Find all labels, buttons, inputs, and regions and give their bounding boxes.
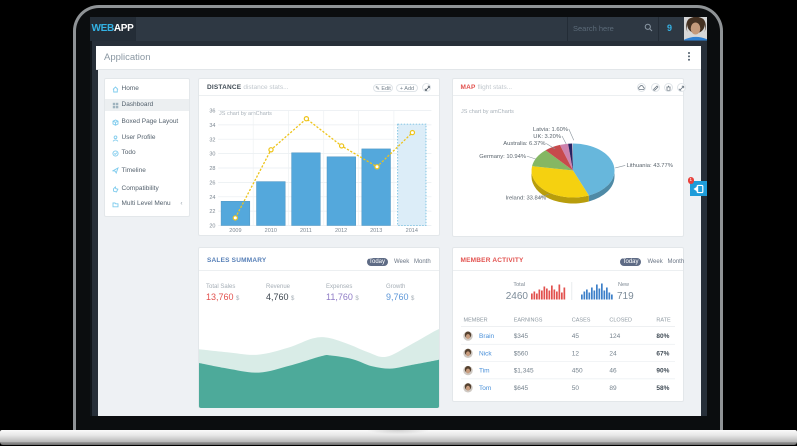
svg-text:22: 22	[209, 209, 215, 215]
svg-text:90%: 90%	[656, 367, 669, 374]
svg-text:45: 45	[571, 333, 579, 340]
svg-text:28: 28	[209, 166, 215, 172]
svg-text:$1,345: $1,345	[513, 367, 533, 374]
svg-text:Tim: Tim	[479, 367, 490, 374]
svg-text:Australia: 6.37%: Australia: 6.37%	[503, 141, 545, 147]
svg-text:Total: Total	[513, 282, 525, 288]
svg-text:Nick: Nick	[479, 350, 492, 357]
svg-text:UK: 3.20%: UK: 3.20%	[533, 133, 561, 139]
svg-text:Brain: Brain	[479, 333, 495, 340]
svg-text:26: 26	[209, 180, 215, 186]
svg-text:2012: 2012	[335, 227, 347, 233]
svg-text:24: 24	[209, 194, 215, 200]
svg-text:50: 50	[571, 384, 579, 391]
svg-text:JS chart by amCharts: JS chart by amCharts	[219, 111, 272, 117]
svg-text:30: 30	[209, 151, 215, 157]
svg-text:Latvia: 1.60%: Latvia: 1.60%	[532, 126, 567, 132]
svg-text:2010: 2010	[265, 227, 277, 233]
svg-text:450: 450	[571, 367, 582, 374]
svg-text:80%: 80%	[656, 333, 669, 340]
svg-text:20: 20	[209, 223, 215, 229]
svg-text:Tom: Tom	[479, 384, 491, 391]
svg-text:12: 12	[571, 350, 579, 357]
svg-text:24: 24	[609, 350, 617, 357]
svg-text:RATE: RATE	[656, 317, 671, 323]
svg-text:46: 46	[609, 367, 617, 374]
svg-text:124: 124	[609, 333, 620, 340]
svg-text:2014: 2014	[406, 227, 418, 233]
svg-text:CASES: CASES	[571, 317, 590, 323]
svg-text:89: 89	[609, 384, 617, 391]
svg-text:36: 36	[209, 108, 215, 114]
svg-text:$645: $645	[513, 384, 528, 391]
svg-text:$345: $345	[513, 333, 528, 340]
svg-text:719: 719	[617, 291, 634, 302]
svg-text:2013: 2013	[370, 227, 382, 233]
svg-text:Ireland: 33.84%: Ireland: 33.84%	[505, 195, 546, 201]
svg-text:New: New	[618, 282, 629, 288]
svg-text:$560: $560	[513, 350, 528, 357]
svg-text:MEMBER: MEMBER	[463, 317, 487, 323]
svg-text:Lithuania: 43.77%: Lithuania: 43.77%	[626, 162, 672, 168]
svg-text:58%: 58%	[656, 384, 669, 391]
svg-text:2009: 2009	[229, 227, 241, 233]
svg-text:34: 34	[209, 123, 215, 129]
svg-text:Germany: 10.94%: Germany: 10.94%	[479, 154, 526, 160]
svg-text:JS chart by amCharts: JS chart by amCharts	[461, 109, 514, 115]
svg-text:CLOSED: CLOSED	[609, 317, 632, 323]
svg-text:2460: 2460	[505, 291, 528, 302]
svg-text:67%: 67%	[656, 350, 669, 357]
svg-text:32: 32	[209, 137, 215, 143]
svg-text:EARNINGS: EARNINGS	[513, 317, 542, 323]
svg-text:2011: 2011	[300, 227, 312, 233]
